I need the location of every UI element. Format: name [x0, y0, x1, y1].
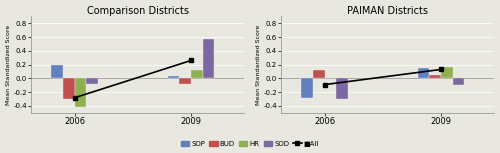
Bar [191, 70, 203, 78]
Bar [441, 67, 453, 78]
Bar [453, 78, 464, 85]
Bar [302, 78, 313, 98]
Title: Comparison Districts: Comparison Districts [87, 6, 189, 16]
Bar [336, 78, 348, 99]
Bar [52, 65, 63, 78]
Bar [180, 78, 191, 84]
Bar [418, 68, 430, 78]
Bar [313, 70, 325, 78]
Bar [75, 78, 86, 107]
Bar [86, 78, 98, 84]
Bar [168, 76, 179, 78]
Legend: SOP, BUD, HR, SOD, ■All: SOP, BUD, HR, SOD, ■All [178, 138, 322, 149]
Title: PAIMAN Districts: PAIMAN Districts [348, 6, 428, 16]
Y-axis label: Mean Standardized Score: Mean Standardized Score [256, 24, 260, 105]
Y-axis label: Mean Standardized Score: Mean Standardized Score [6, 24, 10, 105]
Bar [63, 78, 75, 99]
Bar [203, 39, 214, 78]
Bar [430, 75, 441, 78]
